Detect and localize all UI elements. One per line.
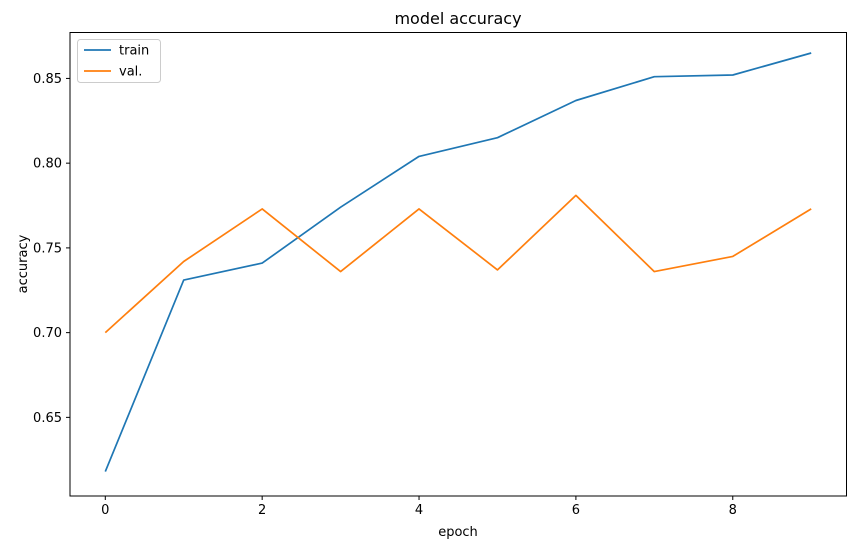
x-tick-label: 4 [415,503,423,518]
axes-frame [69,32,847,497]
legend: train val. [77,39,161,83]
y-axis-label: accuracy [16,234,31,293]
x-tick-label: 6 [572,503,580,518]
x-tick-label: 8 [729,503,737,518]
val-series-line [104,194,812,334]
y-tick-label: 0.65 [33,411,62,426]
plot-area: 0 2 4 6 8 0.65 0.70 0.75 0.80 0.85 train val. [33,32,847,518]
legend-label: val. [119,65,142,80]
x-tick-label: 2 [258,503,266,518]
x-axis-label: epoch [438,525,478,540]
chart-title: model accuracy [394,9,521,28]
y-tick-label: 0.70 [33,326,62,341]
y-tick-label: 0.80 [33,157,62,172]
y-tick-label: 0.85 [33,72,62,87]
legend-label: train [119,44,149,59]
train-series-line [104,52,812,472]
y-tick-label: 0.75 [33,241,62,256]
x-tick-label: 0 [101,503,109,518]
